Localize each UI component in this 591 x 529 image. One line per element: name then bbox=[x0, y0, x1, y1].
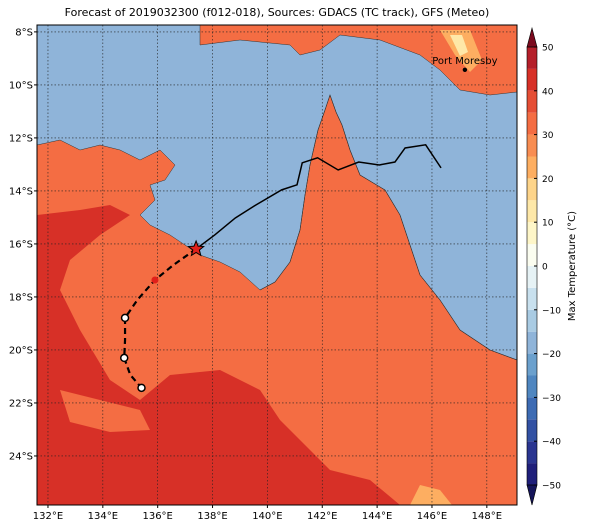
x-tick-label: 140°E bbox=[252, 511, 282, 522]
colorbar-tick-label: 40 bbox=[542, 87, 554, 97]
y-tick-label: 20°S bbox=[9, 345, 33, 356]
x-tick-label: 132°E bbox=[33, 511, 63, 522]
x-tick-label: 142°E bbox=[307, 511, 337, 522]
colorbar-segment bbox=[527, 309, 537, 332]
forecast-position bbox=[120, 313, 130, 323]
warm-patch bbox=[60, 390, 150, 432]
x-tick-label: 134°E bbox=[88, 511, 118, 522]
y-tick-label: 10°S bbox=[9, 80, 33, 91]
x-tick-label: 136°E bbox=[142, 511, 172, 522]
forecast-position bbox=[151, 276, 159, 284]
colorbar-segment bbox=[527, 178, 537, 201]
colorbar-tick-label: 10 bbox=[542, 219, 554, 229]
x-tick-label: 148°E bbox=[472, 511, 502, 522]
highland-cool bbox=[450, 35, 468, 56]
forecast-position bbox=[119, 353, 129, 363]
colorbar-segment bbox=[527, 463, 537, 485]
coastline bbox=[259, 94, 517, 361]
forecast-position bbox=[137, 383, 146, 393]
colorbar-segment bbox=[527, 287, 537, 310]
place-marker bbox=[462, 67, 468, 72]
colorbar-tick-label: −20 bbox=[542, 350, 561, 360]
y-tick-label: 24°S bbox=[9, 451, 33, 462]
colorbar-segment bbox=[527, 353, 537, 376]
colorbar-segment bbox=[527, 200, 537, 223]
x-tick-label: 138°E bbox=[197, 511, 227, 522]
colorbar-segment bbox=[527, 375, 537, 398]
colorbar-segment bbox=[527, 441, 537, 464]
map-area bbox=[37, 25, 517, 505]
colorbar: −50 −40 −30 −20 −10 0 10 20 30 40 50 bbox=[526, 26, 561, 506]
y-tick-label: 8°S bbox=[15, 27, 33, 38]
colorbar-tick-label: −50 bbox=[542, 482, 561, 492]
new-guinea-land bbox=[199, 25, 517, 96]
graticule bbox=[37, 25, 517, 505]
forecast-track bbox=[123, 248, 197, 389]
colorbar-tick-label: 50 bbox=[542, 44, 554, 54]
observed-track bbox=[195, 143, 442, 250]
y-tick-label: 18°S bbox=[9, 292, 33, 303]
colorbar-segment bbox=[527, 112, 537, 135]
x-tick-label: 144°E bbox=[362, 511, 392, 522]
colorbar-tick-label: 0 bbox=[542, 263, 548, 273]
storm-position bbox=[187, 239, 205, 257]
colorbar-segment bbox=[527, 419, 537, 442]
y-tick-label: 16°S bbox=[9, 239, 33, 250]
map-frame bbox=[36, 24, 518, 506]
colorbar-tick-label: −40 bbox=[542, 438, 561, 448]
colorbar-segment bbox=[527, 266, 537, 288]
warm-patch-south bbox=[410, 485, 452, 505]
colorbar-segment bbox=[527, 47, 537, 69]
colorbar-segment bbox=[527, 156, 537, 179]
colorbar-tick-label: −30 bbox=[542, 394, 561, 404]
colorbar-segment bbox=[527, 90, 537, 113]
colorbar-segment bbox=[527, 331, 537, 354]
colorbar-segment bbox=[527, 134, 537, 157]
colorbar-over bbox=[526, 26, 538, 48]
colorbar-segment bbox=[527, 222, 537, 245]
x-tick-label: 146°E bbox=[417, 511, 447, 522]
colorbar-tick-label: −10 bbox=[542, 306, 561, 316]
y-tick-label: 14°S bbox=[9, 186, 33, 197]
colorbar-segment bbox=[527, 244, 537, 266]
colorbar-under bbox=[526, 484, 538, 506]
colorbar-segment bbox=[527, 68, 537, 91]
colorbar-label: Max Temperature (°C) bbox=[567, 211, 578, 321]
tracks bbox=[119, 143, 442, 393]
colorbar-tick-label: 20 bbox=[542, 175, 554, 185]
colorbar-tick-label: 30 bbox=[542, 131, 554, 141]
y-tick-label: 22°S bbox=[9, 398, 33, 409]
place-label: Port Moresby bbox=[432, 56, 497, 67]
y-tick-label: 12°S bbox=[9, 133, 33, 144]
title: Forecast of 2019032300 (f012-018), Sourc… bbox=[65, 6, 490, 19]
colorbar-segment bbox=[527, 397, 537, 420]
